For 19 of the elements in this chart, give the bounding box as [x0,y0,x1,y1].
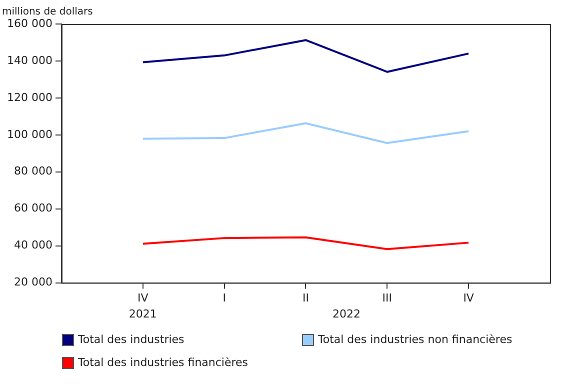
y-tick-label: 40 000 [14,238,52,252]
legend-label: Total des industries financières [78,356,248,369]
y-tick-label: 120 000 [6,90,52,104]
y-tick-label: 80 000 [14,164,52,178]
x-tick-label: I [222,291,226,304]
x-tick-label: IV [463,291,474,304]
legend-label: Total des industries [78,333,184,346]
text: 2022 [332,308,360,321]
y-tick-label: 60 000 [14,202,52,215]
x-tick-label: III [382,291,392,304]
legend-label: Total des industries non financières [318,333,512,346]
y-tick-label: 100 000 [6,128,52,141]
y-tick-label: 160 000 [6,16,52,30]
x-tick-label: II [302,291,309,304]
text: 2021 [128,308,157,321]
y-axis-title: millions de dollars [2,6,93,18]
y-tick-label: 20 000 [14,276,52,289]
y-tick-label: 140 000 [6,54,52,67]
x-tick-label: IV [138,291,149,304]
